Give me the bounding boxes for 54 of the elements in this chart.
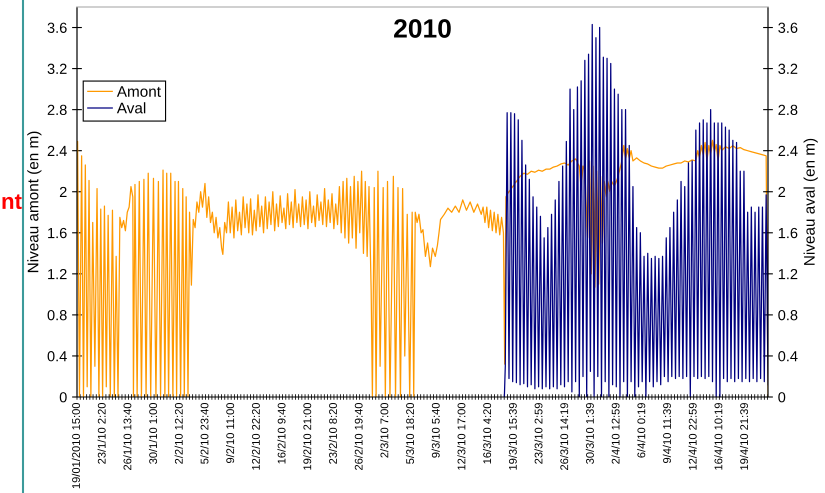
x-tick-label: 5/3/10 18:20 bbox=[406, 402, 414, 464]
x-tick-label: 26/2/10 19:40 bbox=[354, 402, 363, 470]
x-tick-label: 26/3/10 14:19 bbox=[560, 403, 568, 470]
y2-tick-label: 1.6 bbox=[778, 228, 798, 238]
y-tick-label: 3.6 bbox=[48, 22, 67, 33]
x-tick-label: 23/3/10 2:59 bbox=[534, 403, 542, 464]
x-tick-label: 12/3/10 17:00 bbox=[457, 402, 466, 470]
x-tick-label: 2/3/10 7:00 bbox=[380, 402, 388, 458]
y-tick-label: 2.4 bbox=[48, 146, 67, 156]
x-tick-label: 16/3/10 4:20 bbox=[482, 402, 492, 464]
y2-tick-label: 0.4 bbox=[778, 351, 798, 362]
legend-label: Amont bbox=[116, 86, 161, 97]
x-tick-label: 19/01/2010 15:00 bbox=[72, 402, 80, 488]
x-tick-label: 16/4/10 10:19 bbox=[714, 403, 722, 470]
line-series bbox=[504, 24, 768, 397]
y2-tick-label: 1.2 bbox=[778, 268, 798, 280]
y-tick-label: 1.6 bbox=[48, 228, 67, 238]
x-tick-label: 19/3/10 15:39 bbox=[508, 403, 517, 470]
y-tick-label: 3.2 bbox=[48, 64, 67, 74]
x-tick-label: 9/2/10 11:00 bbox=[226, 402, 234, 463]
y-axis-title: Niveau amont (en m) bbox=[27, 132, 42, 272]
y-tick-label: 1.2 bbox=[48, 268, 67, 280]
x-tick-label: 6/4/10 0:19 bbox=[637, 403, 646, 458]
text: nt bbox=[2, 194, 22, 210]
x-tick-label: 23/1/10 2:20 bbox=[98, 402, 106, 464]
y-tick-label: 0.4 bbox=[48, 351, 67, 362]
chart-title: 2010 bbox=[394, 19, 451, 38]
y2-axis-title: Niveau aval (en m) bbox=[804, 138, 818, 265]
x-tick-label: 12/4/10 22:59 bbox=[688, 403, 697, 470]
y2-tick-label: 2 bbox=[778, 186, 786, 198]
y-tick-label: 0.8 bbox=[48, 310, 67, 320]
x-tick-label: 9/3/10 5:40 bbox=[432, 402, 440, 458]
y2-tick-label: 3.2 bbox=[778, 64, 798, 74]
y-tick-label: 2 bbox=[60, 186, 67, 198]
x-tick-label: 19/2/10 21:00 bbox=[303, 402, 312, 470]
y2-tick-label: 0 bbox=[778, 392, 786, 402]
x-tick-label: 19/4/10 21:39 bbox=[740, 403, 748, 470]
y2-tick-label: 2.8 bbox=[778, 104, 798, 116]
y2-tick-label: 0.8 bbox=[778, 310, 798, 320]
x-tick-label: 12/2/10 22:20 bbox=[252, 402, 260, 470]
x-tick-label: 2/4/10 12:59 bbox=[611, 403, 620, 464]
y2-tick-label: 3.6 bbox=[778, 22, 798, 33]
x-tick-label: 30/1/10 1:00 bbox=[148, 402, 158, 464]
x-tick-label: 26/1/10 13:40 bbox=[123, 402, 132, 470]
x-tick-label: 2/2/10 12:20 bbox=[174, 402, 183, 464]
x-tick-label: 9/4/10 11:39 bbox=[662, 403, 671, 463]
legend-label: Aval bbox=[116, 102, 146, 114]
y-tick-label: 0 bbox=[60, 392, 67, 402]
x-tick-label: 30/3/10 1:39 bbox=[586, 403, 594, 464]
y-tick-label: 2.8 bbox=[48, 104, 67, 116]
y2-tick-label: 2.4 bbox=[778, 146, 798, 156]
x-tick-label: 16/2/10 9:40 bbox=[277, 402, 286, 464]
x-tick-label: 23/2/10 8:20 bbox=[328, 402, 337, 464]
x-tick-label: 5/2/10 23:40 bbox=[200, 402, 208, 464]
